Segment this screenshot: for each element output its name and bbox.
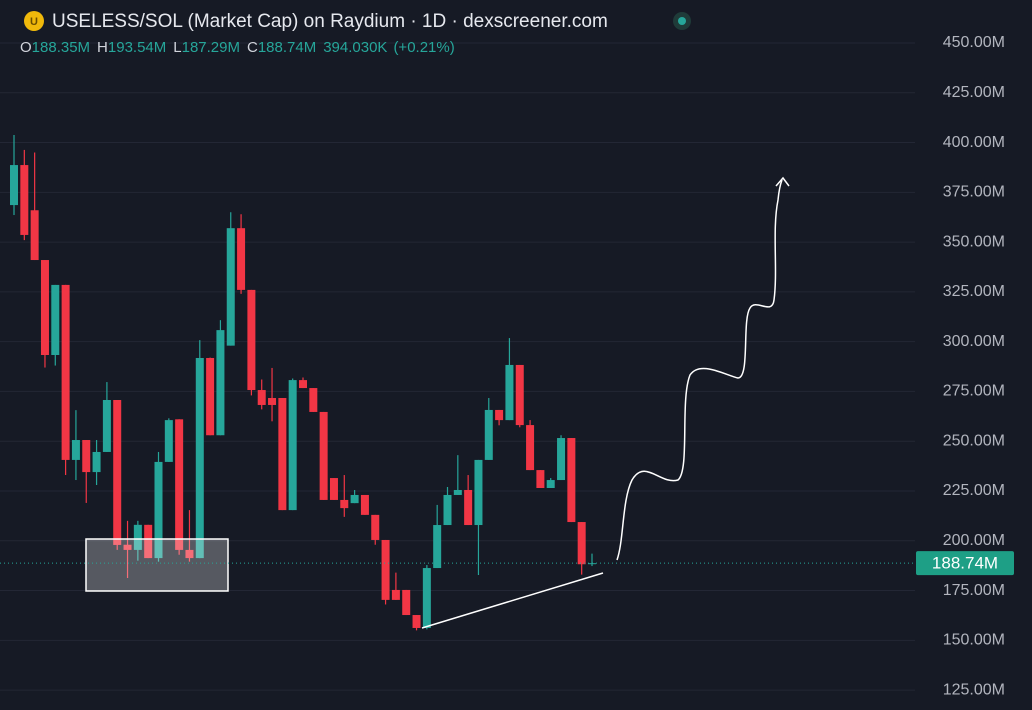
- status-dot: [678, 17, 686, 25]
- candle-body: [443, 494, 452, 526]
- candle-body: [216, 330, 225, 436]
- legend-key: O: [20, 39, 32, 56]
- candle-body: [495, 409, 504, 421]
- candle-body: [30, 210, 39, 261]
- legend-value: 187.29M: [182, 39, 240, 56]
- y-tick-label: 400.00M: [943, 134, 1005, 151]
- candle-body: [350, 494, 359, 504]
- candle-body: [278, 398, 287, 511]
- candle-body: [464, 489, 473, 526]
- candle-body: [371, 514, 380, 540]
- y-tick-label: 425.00M: [943, 84, 1005, 101]
- candle-body: [505, 364, 514, 421]
- support-box: [85, 538, 229, 592]
- candle-body: [299, 380, 307, 389]
- y-tick-label: 325.00M: [943, 283, 1005, 300]
- candle-body: [257, 390, 266, 405]
- ohlc-legend: O188.35M H193.54M L187.29M C188.74M 394.030K…: [20, 39, 455, 56]
- candle-body: [82, 440, 91, 473]
- chart-title: USELESS/SOL (Market Cap) on Raydium · 1D…: [52, 11, 608, 32]
- y-tick-label: 375.00M: [943, 184, 1005, 201]
- candles: [10, 134, 596, 631]
- candle-body: [329, 478, 338, 500]
- candle-body: [20, 165, 29, 235]
- candle-body: [515, 364, 524, 426]
- candle-body: [185, 549, 194, 559]
- candle-body: [536, 470, 545, 489]
- candle-body: [422, 568, 431, 628]
- token-icon: [24, 11, 44, 31]
- candle-body: [577, 522, 586, 565]
- candle-body: [340, 499, 349, 509]
- candle-body: [51, 284, 60, 355]
- candle-body: [453, 489, 462, 495]
- token-icon-glyph: U: [30, 16, 38, 28]
- candle-body: [247, 289, 256, 391]
- y-tick-label: 225.00M: [943, 482, 1005, 499]
- legend-key: H: [97, 39, 108, 56]
- candle-body: [526, 425, 535, 471]
- candle-body: [113, 399, 122, 545]
- y-tick-label: 450.00M: [943, 34, 1005, 51]
- y-tick-label: 300.00M: [943, 333, 1005, 350]
- candle-body: [288, 380, 297, 511]
- candle-body: [268, 398, 277, 405]
- legend-volume: 394.030K: [323, 39, 387, 56]
- candle-body: [164, 420, 173, 462]
- y-tick-label: 125.00M: [943, 681, 1005, 698]
- candle-body: [144, 524, 153, 559]
- y-tick-label: 275.00M: [943, 383, 1005, 400]
- y-tick-label: 350.00M: [943, 233, 1005, 250]
- legend-value: 188.35M: [32, 39, 90, 56]
- trend-line: [421, 572, 604, 629]
- candle-body: [10, 165, 18, 206]
- candle-body: [474, 459, 483, 526]
- candle-body: [102, 399, 111, 452]
- candle-body: [433, 525, 442, 569]
- candle-body: [402, 589, 411, 616]
- candle-body: [309, 388, 318, 412]
- candle-body: [206, 357, 215, 436]
- candle-body: [92, 451, 101, 473]
- legend-value: 193.54M: [108, 39, 166, 56]
- y-tick-label: 175.00M: [943, 582, 1005, 599]
- candle-body: [319, 411, 328, 500]
- candle-body: [484, 409, 493, 460]
- candle-body: [391, 589, 400, 600]
- legend-key: C: [247, 39, 258, 56]
- last-price-box: [916, 551, 1014, 576]
- candle-body: [123, 544, 132, 550]
- y-tick-label: 150.00M: [943, 632, 1005, 649]
- y-tick-label: 200.00M: [943, 532, 1005, 549]
- candle-body: [40, 260, 49, 355]
- candle-body: [567, 438, 576, 523]
- legend-key: L: [173, 39, 181, 56]
- forecast-arrow: [616, 179, 783, 561]
- candle-body: [133, 524, 142, 550]
- candle-body: [237, 228, 246, 290]
- candle-body: [61, 284, 70, 460]
- candle-body: [381, 539, 390, 600]
- candle-body: [71, 440, 80, 460]
- candle-body: [412, 615, 421, 628]
- candle-body: [154, 461, 163, 559]
- last-price-label: 188.74M: [932, 554, 998, 573]
- arrow-head: [775, 176, 790, 187]
- legend-value: 188.74M: [258, 39, 316, 56]
- candle-body: [175, 419, 184, 550]
- candle-body: [195, 357, 204, 559]
- candle-body: [360, 494, 369, 515]
- legend-change: (+0.21%): [393, 39, 454, 56]
- candle-body: [226, 228, 235, 346]
- candle-body: [546, 480, 555, 489]
- y-tick-label: 250.00M: [943, 432, 1005, 449]
- candle-body: [557, 438, 566, 481]
